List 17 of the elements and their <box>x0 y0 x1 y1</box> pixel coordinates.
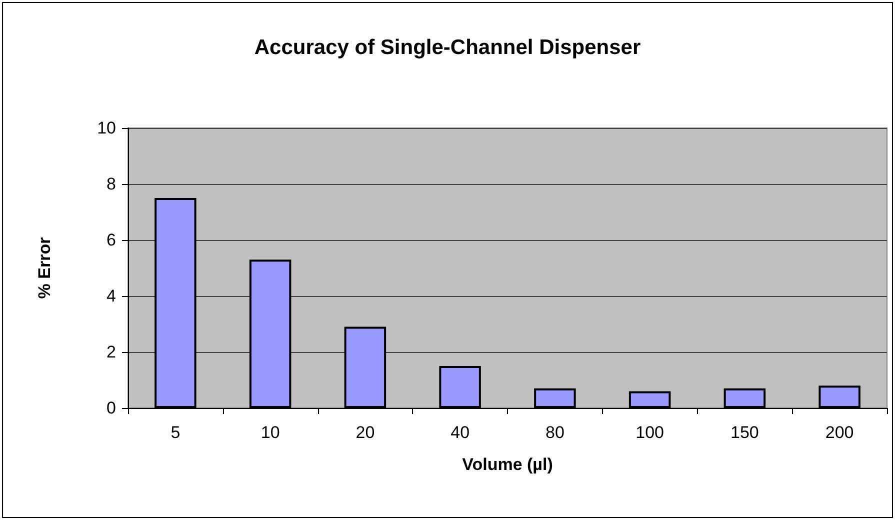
y-tick-label: 2 <box>106 342 116 362</box>
y-tick-label: 4 <box>106 286 116 306</box>
chart-title: Accuracy of Single-Channel Dispenser <box>254 36 641 59</box>
x-tick-label: 20 <box>356 423 375 442</box>
x-tick-label: 10 <box>260 423 280 442</box>
y-tick-label: 0 <box>106 398 116 418</box>
x-tick-label: 5 <box>170 423 180 442</box>
x-tick-label: 40 <box>450 423 470 442</box>
y-tick-label: 6 <box>106 230 116 250</box>
x-tick-label: 150 <box>730 423 759 442</box>
x-axis-title: Volume (µl) <box>462 455 553 474</box>
x-tick-label: 80 <box>545 423 564 442</box>
y-axis-title: % Error <box>35 236 54 299</box>
x-tick-label: 100 <box>636 423 664 442</box>
y-tick-label: 10 <box>97 118 116 138</box>
y-tick-label: 8 <box>106 174 116 194</box>
x-tick-label: 200 <box>825 423 854 442</box>
